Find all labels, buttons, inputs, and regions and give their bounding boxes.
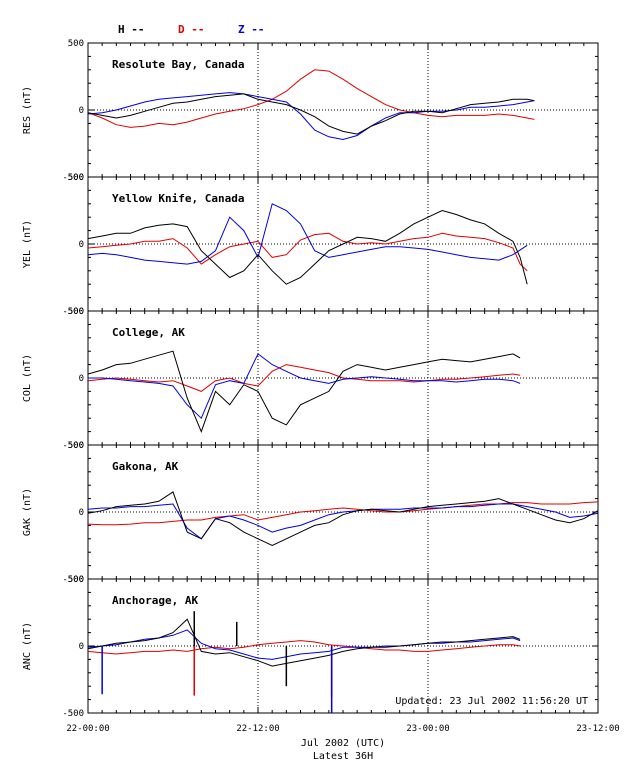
subtitle: Latest 36H (313, 751, 373, 762)
series-Z-line (87, 503, 599, 540)
y-tick-label: -500 (62, 441, 84, 451)
y-axis-label: GAK (nT) (22, 488, 33, 536)
panels: 500 0 -500 RES (nT) Resolute Bay, Canada 500 0… (22, 39, 599, 719)
series-H-line (87, 491, 599, 547)
x-tick-label: 23-00:00 (406, 724, 449, 734)
legend-item-0: H -- (118, 23, 145, 36)
x-tick-label: 23-12:00 (576, 724, 619, 734)
updated-label: Updated: 23 Jul 2002 11:56:20 UT (395, 696, 588, 707)
y-tick-label: -500 (62, 173, 84, 183)
series-D-line (87, 364, 521, 392)
legend-item-1: D -- (178, 23, 205, 36)
series-D-line (87, 69, 535, 128)
y-tick-label: 0 (79, 106, 84, 116)
y-tick-label: 500 (68, 39, 84, 49)
y-tick-label: 0 (79, 508, 84, 518)
y-tick-label: 500 (68, 173, 84, 183)
y-tick-label: -500 (62, 307, 84, 317)
y-tick-label: 500 (68, 307, 84, 317)
x-tick-label: 22-12:00 (236, 724, 279, 734)
series-D-line (87, 232, 528, 272)
y-tick-label: 0 (79, 374, 84, 384)
panel-2: 500 0 -500 COL (nT) College, AK (22, 307, 599, 451)
series-H-line (87, 350, 521, 433)
series-D-line (87, 640, 521, 655)
legend: H -- D -- Z -- (118, 23, 265, 36)
series-Z-line (87, 92, 535, 141)
panel-0: 500 0 -500 RES (nT) Resolute Bay, Canada (22, 39, 599, 183)
panel-1: 500 0 -500 YEL (nT) Yellow Knife, Canada (22, 173, 599, 317)
legend-item-2: Z -- (238, 23, 265, 36)
x-axis-label: Jul 2002 (UTC) (301, 738, 385, 749)
series-H-line (87, 618, 521, 667)
y-tick-label: 0 (79, 240, 84, 250)
series-H-line (87, 93, 535, 135)
series-D-line (87, 501, 599, 526)
series-Z-line (87, 629, 521, 660)
station-name: Anchorage, AK (112, 594, 198, 607)
y-tick-label: 0 (79, 642, 84, 652)
station-name: College, AK (112, 326, 185, 339)
y-tick-label: 500 (68, 441, 84, 451)
station-name: Gakona, AK (112, 460, 179, 473)
series-Z-line (87, 203, 528, 265)
panel-3: 500 0 -500 GAK (nT) Gakona, AK (22, 441, 599, 585)
panel-4: 500 0 -500 ANC (nT) Anchorage, AK Updated: 23… (22, 575, 599, 719)
y-axis-label: YEL (nT) (22, 220, 33, 268)
y-tick-label: -500 (62, 709, 84, 719)
y-axis-label: ANC (nT) (22, 622, 33, 670)
x-tick-label: 22-00:00 (66, 724, 109, 734)
series-H-line (87, 209, 528, 285)
x-axis: 22-00:00 22-12:00 23-00:00 23-12:00 Jul 2002… (66, 724, 619, 762)
series-Z-line (88, 353, 521, 420)
y-tick-label: -500 (62, 575, 84, 585)
station-name: Yellow Knife, Canada (112, 192, 244, 205)
y-axis-label: RES (nT) (22, 86, 33, 134)
y-tick-label: 500 (68, 575, 84, 585)
station-name: Resolute Bay, Canada (112, 58, 244, 71)
y-axis-label: COL (nT) (22, 354, 33, 402)
